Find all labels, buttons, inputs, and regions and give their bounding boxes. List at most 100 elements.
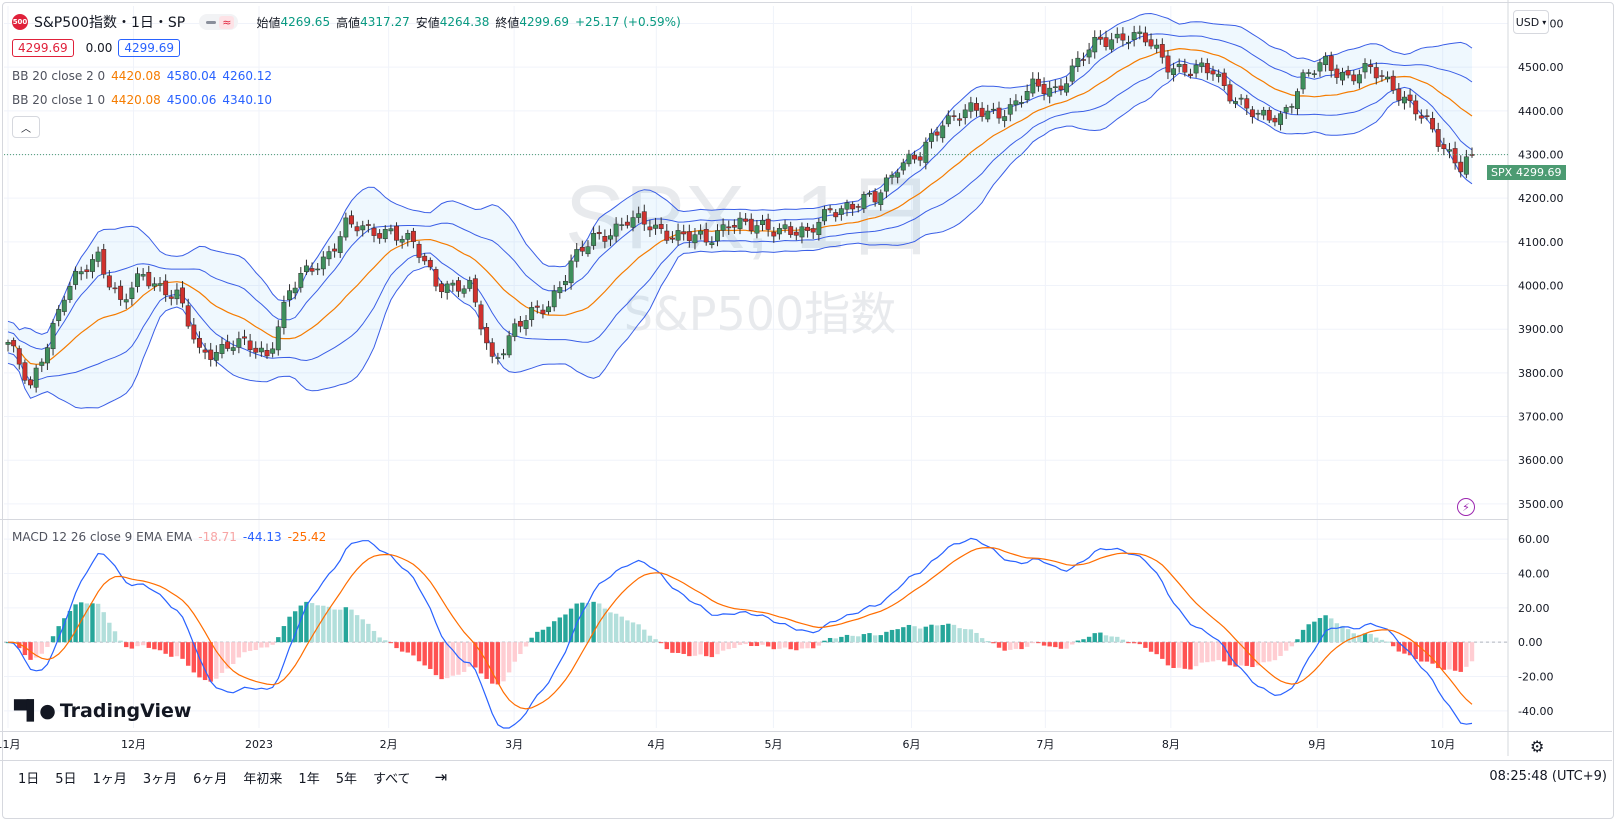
- clock[interactable]: 08:25:48 (UTC+9): [1489, 769, 1607, 784]
- candle: [78, 266, 84, 281]
- macd-histogram-bar: [1300, 629, 1306, 643]
- candle: [681, 224, 687, 241]
- candle: [61, 295, 67, 316]
- collapse-legend-button[interactable]: ︿: [12, 116, 40, 138]
- symbol-title[interactable]: S&P500指数・1日・SP: [34, 15, 186, 31]
- bb1-legend[interactable]: BB 20 close 1 0 4420.08 4500.06 4340.10: [12, 93, 278, 107]
- range-1m[interactable]: 1ヶ月: [92, 771, 127, 787]
- settings-gear-icon[interactable]: ⚙: [1530, 737, 1545, 756]
- candle-body: [529, 307, 535, 320]
- candle: [816, 218, 822, 241]
- candle: [399, 235, 405, 249]
- candle-body: [191, 324, 197, 340]
- candle: [996, 101, 1002, 124]
- currency-selector[interactable]: USD ▾: [1513, 10, 1549, 34]
- candle-body: [495, 357, 501, 359]
- date-range-icon[interactable]: ⇥: [434, 768, 448, 786]
- range-1d[interactable]: 1日: [18, 771, 40, 787]
- status-pill[interactable]: ≈: [199, 14, 239, 30]
- range-3m[interactable]: 3ヶ月: [142, 771, 178, 787]
- candle-body: [883, 177, 889, 192]
- candle: [1007, 97, 1013, 122]
- macd-histogram-bar: [501, 642, 506, 682]
- open-label: 始値: [256, 15, 281, 30]
- chart-canvas[interactable]: SPX, 1日 S&P500指数 4600.004500.004400.0043…: [0, 0, 1612, 790]
- macd-histogram-bar: [523, 642, 529, 647]
- candle: [861, 191, 867, 213]
- range-all[interactable]: すべて: [372, 771, 411, 787]
- candle-body: [546, 306, 552, 313]
- sell-box[interactable]: 4299.69: [12, 39, 74, 57]
- macd-histogram-bar: [101, 612, 106, 643]
- candle-body: [1447, 149, 1452, 152]
- candle-body: [225, 341, 231, 349]
- macd-histogram-bar: [73, 604, 78, 643]
- candle: [1137, 25, 1143, 40]
- macd-histogram-bar: [236, 642, 242, 658]
- macd-histogram-bar: [698, 642, 703, 655]
- low-value: 4264.38: [439, 15, 490, 29]
- lightning-icon[interactable]: ⚡: [1457, 498, 1475, 516]
- bb2-upper: 4580.04: [166, 69, 217, 83]
- range-5y[interactable]: 5年: [335, 771, 357, 787]
- candle-body: [523, 320, 529, 329]
- candle: [529, 301, 535, 327]
- macd-histogram-bar: [720, 642, 726, 651]
- candle: [44, 343, 50, 371]
- candle-body: [1261, 109, 1267, 116]
- candle-body: [1458, 161, 1464, 173]
- candle: [540, 304, 546, 319]
- candle-body: [1030, 78, 1036, 94]
- macd-histogram-bar: [304, 601, 309, 643]
- candle: [1193, 59, 1199, 78]
- candle-body: [405, 233, 411, 240]
- macd-histogram-bar: [991, 642, 996, 644]
- candle-body: [934, 131, 940, 136]
- candle: [1424, 109, 1430, 121]
- candle: [636, 206, 642, 224]
- range-1y[interactable]: 1年: [298, 771, 320, 787]
- candle-body: [957, 118, 963, 121]
- candle: [16, 345, 22, 370]
- range-5d[interactable]: 5日: [55, 771, 77, 787]
- candle: [833, 209, 839, 222]
- candle: [450, 279, 456, 292]
- candle: [1255, 109, 1261, 121]
- candle-body: [450, 282, 456, 286]
- macd-histogram-bar: [957, 628, 962, 643]
- candle-body: [703, 229, 709, 243]
- candle: [827, 204, 833, 213]
- macd-legend[interactable]: MACD 12 26 close 9 EMA EMA -18.71 -44.13…: [12, 530, 332, 544]
- macd-histogram-bar: [84, 603, 90, 643]
- macd-histogram-bar: [433, 642, 439, 676]
- candle: [1261, 106, 1267, 120]
- candle: [951, 110, 957, 121]
- macd-histogram-bar: [506, 642, 512, 673]
- grid-lines: [4, 6, 1508, 728]
- candle-body: [1013, 100, 1019, 106]
- buy-box[interactable]: 4299.69: [118, 39, 180, 57]
- macd-histogram-bar: [495, 642, 501, 685]
- candle: [106, 270, 112, 291]
- range-6m[interactable]: 6ヶ月: [193, 771, 228, 787]
- candle-body: [1199, 62, 1205, 67]
- range-ytd[interactable]: 年初来: [243, 771, 283, 787]
- candle: [495, 352, 501, 365]
- candle: [365, 219, 371, 233]
- macd-histogram-bar: [107, 622, 112, 643]
- candle: [1463, 149, 1469, 179]
- candle-body: [1019, 102, 1024, 104]
- price-tick-label: 4100.00: [1518, 236, 1564, 249]
- candle: [151, 277, 157, 291]
- candle-body: [1283, 107, 1289, 113]
- candle-body: [315, 268, 321, 271]
- macd-histogram-bar: [670, 642, 675, 653]
- macd-histogram-bar: [315, 605, 320, 643]
- tradingview-logo[interactable]: ▀▌● TradingView: [14, 700, 191, 722]
- macd-histogram-bar: [794, 642, 799, 651]
- macd-histogram-bar: [912, 626, 917, 643]
- candle: [1278, 110, 1284, 131]
- candle-body: [1289, 106, 1295, 108]
- bb2-legend[interactable]: BB 20 close 2 0 4420.08 4580.04 4260.12: [12, 69, 278, 83]
- candle-body: [1227, 84, 1233, 102]
